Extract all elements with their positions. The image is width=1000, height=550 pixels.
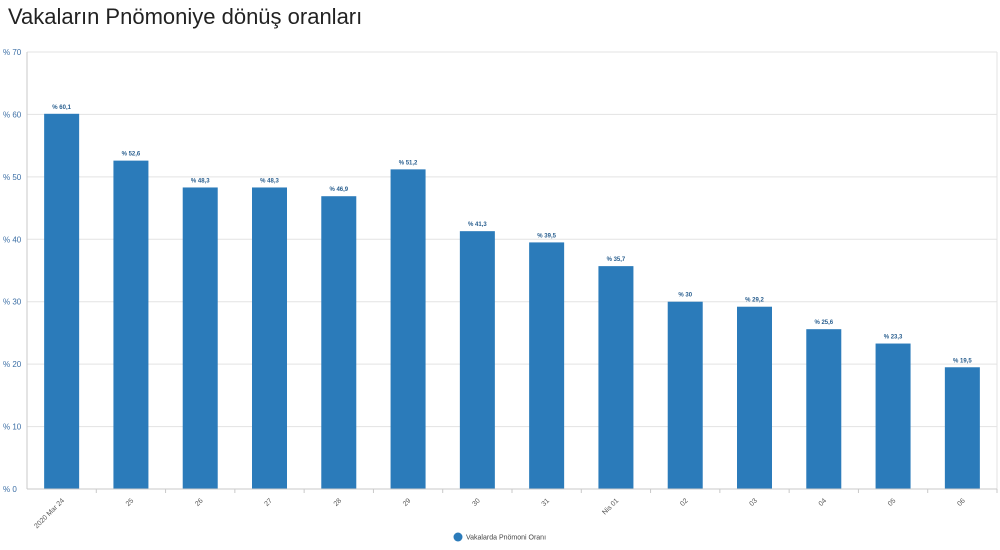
data-label: % 51,2 bbox=[399, 160, 418, 166]
x-tick-label: Nis 01 bbox=[601, 497, 620, 516]
y-tick-label: % 70 bbox=[3, 48, 22, 57]
x-tick-label: 28 bbox=[333, 497, 344, 508]
chart-title: Vakaların Pnömoniye dönüş oranları bbox=[8, 4, 363, 29]
bar bbox=[806, 329, 842, 489]
bar bbox=[598, 266, 634, 489]
data-label: % 48,3 bbox=[260, 178, 279, 184]
x-tick-label: 04 bbox=[818, 497, 829, 508]
data-label: % 52,6 bbox=[122, 152, 141, 158]
x-tick-label: 26 bbox=[194, 497, 205, 508]
grid-lines bbox=[27, 51, 998, 490]
legend-marker[interactable] bbox=[453, 532, 463, 542]
x-tick-label: 02 bbox=[679, 497, 690, 508]
y-tick-label: % 10 bbox=[3, 423, 22, 432]
legend-label[interactable]: Vakalarda Pnömoni Oranı bbox=[466, 535, 546, 542]
x-axis: 2020 Mar 24 25 26 27 28 29 30 31 Nis 01 02 03 04 05 0… bbox=[27, 488, 998, 530]
data-label: % 35,7 bbox=[607, 257, 626, 263]
x-tick-label: 29 bbox=[402, 497, 413, 508]
bar bbox=[321, 196, 357, 489]
y-tick-label: % 20 bbox=[3, 360, 22, 369]
bar bbox=[529, 242, 565, 489]
bar bbox=[944, 367, 980, 489]
y-tick-label: % 30 bbox=[3, 298, 22, 307]
x-tick-label: 06 bbox=[956, 497, 967, 508]
bar bbox=[875, 343, 911, 489]
x-tick-label: 30 bbox=[471, 497, 482, 508]
data-label: % 29,2 bbox=[745, 298, 764, 304]
y-tick-label: % 0 bbox=[3, 485, 17, 494]
x-tick-label: 31 bbox=[541, 497, 552, 508]
data-label: % 46,9 bbox=[329, 187, 348, 193]
bar bbox=[737, 306, 772, 489]
bar bbox=[390, 169, 426, 489]
data-label: % 30 bbox=[678, 293, 692, 299]
bars: % 60,1 % 52,6 % 48,3 % 48,3 % 46,9 % 51,2 % 41… bbox=[44, 105, 980, 490]
data-label: % 23,3 bbox=[884, 335, 903, 341]
data-label: % 25,6 bbox=[814, 320, 833, 326]
bar bbox=[44, 113, 80, 489]
bar bbox=[182, 187, 218, 489]
x-tick-label: 27 bbox=[263, 497, 274, 508]
legend: Vakalarda Pnömoni Oranı bbox=[453, 532, 546, 542]
y-tick-label: % 60 bbox=[3, 110, 22, 119]
data-label: % 60,1 bbox=[52, 105, 71, 111]
data-label: % 39,5 bbox=[537, 233, 556, 239]
bar bbox=[252, 187, 287, 489]
data-label: % 48,3 bbox=[191, 178, 210, 184]
x-tick-label: 05 bbox=[887, 497, 898, 508]
x-tick-label: 2020 Mar 24 bbox=[33, 497, 66, 530]
y-tick-label: % 50 bbox=[3, 173, 22, 182]
data-label: % 19,5 bbox=[953, 358, 972, 364]
bar bbox=[459, 231, 495, 490]
y-tick-label: % 40 bbox=[3, 235, 22, 244]
bar bbox=[113, 160, 149, 489]
y-axis: % 0 % 10 % 20 % 30 % 40 % 50 % 60 % 70 bbox=[3, 48, 28, 494]
bar bbox=[667, 301, 703, 489]
x-tick-label: 03 bbox=[748, 497, 759, 508]
data-label: % 41,3 bbox=[468, 222, 487, 228]
x-tick-label: 25 bbox=[125, 497, 136, 508]
